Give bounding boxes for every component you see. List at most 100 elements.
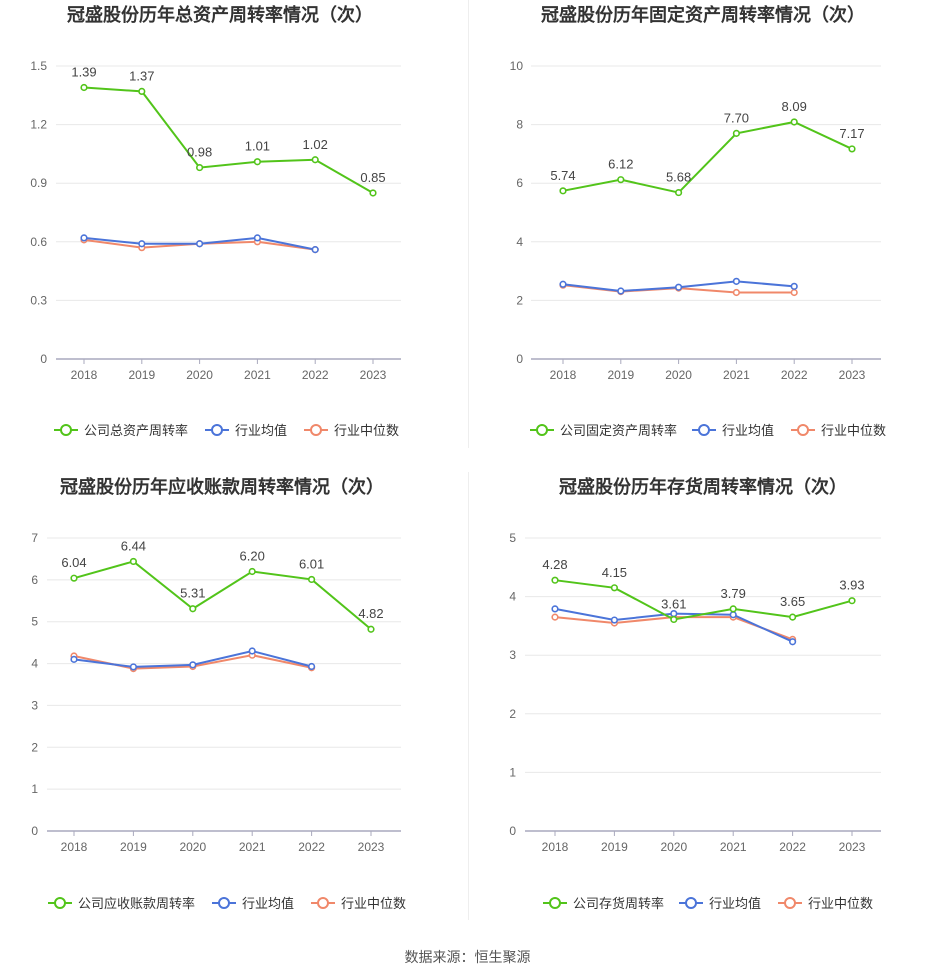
y-tick-label: 4: [31, 657, 38, 671]
x-tick-label: 2022: [781, 368, 808, 382]
y-tick-label: 0: [516, 352, 523, 366]
company-series-point: [729, 605, 737, 613]
data-source: 数据来源：恒生聚源: [404, 949, 531, 965]
company-series-line: [562, 120, 853, 194]
legend-label: 行业均值: [709, 896, 761, 911]
industry-average-series-point: [729, 611, 737, 619]
chart-total-asset-turnover: 冠盛股份历年总资产周转率情况（次） 0 0.3 0.6 0.9 1.2 1.5 2018 201…: [0, 0, 468, 455]
company-series-point: [848, 597, 856, 605]
data-label: 1.37: [129, 68, 154, 83]
x-tick-label: 2019: [120, 840, 147, 854]
legend-marker: [685, 897, 697, 909]
company-series-line: [554, 579, 853, 621]
legend-marker: [317, 897, 329, 909]
y-tick-label: 10: [510, 59, 524, 73]
data-label: 4.28: [542, 557, 567, 572]
industry-average-series-point: [308, 662, 316, 671]
industry-average-series-point: [670, 609, 678, 618]
x-tick-label: 2022: [779, 840, 806, 854]
data-label: 5.74: [550, 168, 575, 183]
chart-title: 冠盛股份历年应收账款周转率情况（次）: [60, 476, 384, 497]
data-label: 0.98: [187, 145, 212, 160]
industry-average-series-point: [129, 663, 137, 671]
industry-average-series-point: [196, 240, 204, 248]
x-tick-label: 2020: [186, 368, 213, 382]
y-tick-label: 5: [31, 615, 38, 629]
legend-marker: [797, 424, 809, 436]
company-series-point: [369, 189, 377, 197]
y-tick-label: 0: [509, 824, 516, 838]
company-series-point: [790, 118, 798, 126]
y-tick-label: 2: [509, 707, 516, 721]
industry-average-series-point: [559, 280, 567, 288]
legend-marker: [549, 897, 561, 909]
company-series-point: [196, 163, 204, 172]
chart-fixed-asset-turnover: 冠盛股份历年固定资产周转率情况（次） 0 2 4 6 8 10 2018 2019 2020 202…: [468, 0, 935, 455]
chart-svg: 冠盛股份历年存货周转率情况（次） 0 1 2 3 4 5 2018 2019 2020 2021 20…: [509, 476, 881, 911]
company-series-point: [189, 605, 197, 613]
company-series-point: [308, 575, 316, 584]
y-tick-label: 0.3: [30, 293, 47, 307]
legend-label: 行业中位数: [821, 423, 886, 438]
y-tick-label: 7: [31, 531, 38, 545]
data-label: 6.12: [608, 157, 633, 172]
y-tick-label: 0.9: [30, 176, 47, 190]
legend-label: 行业中位数: [334, 423, 399, 438]
industry-average-series-point: [675, 283, 683, 291]
data-label: 7.17: [839, 126, 864, 141]
legend-marker: [536, 424, 548, 436]
data-label: 1.39: [71, 64, 96, 79]
data-label: 5.68: [666, 170, 691, 185]
legend-label: 行业均值: [722, 423, 774, 438]
legend-label: 公司应收账款周转率: [78, 896, 195, 911]
x-tick-label: 2020: [179, 840, 206, 854]
industry-average-series-point: [617, 287, 625, 295]
x-tick-label: 2019: [607, 368, 634, 382]
legend-label: 行业均值: [235, 423, 287, 438]
data-label: 8.09: [782, 99, 807, 114]
y-tick-label: 2: [516, 293, 523, 307]
x-tick-label: 2023: [839, 840, 866, 854]
x-tick-label: 2023: [360, 368, 387, 382]
company-series-point: [617, 176, 625, 184]
industry-average-series-point: [70, 655, 78, 663]
legend-marker: [211, 424, 223, 436]
industry-average-series-point: [253, 234, 261, 242]
x-tick-label: 2021: [720, 840, 747, 854]
data-label: 3.79: [721, 586, 746, 601]
legend-label: 公司总资产周转率: [84, 423, 188, 438]
legend-label: 公司固定资产周转率: [560, 423, 677, 438]
y-tick-label: 2: [31, 740, 38, 754]
industry-average-series-point: [311, 246, 319, 254]
chart-svg: 冠盛股份历年固定资产周转率情况（次） 0 2 4 6 8 10 2018 2019 2020 202…: [510, 4, 886, 438]
y-tick-label: 4: [516, 235, 523, 249]
y-tick-label: 1.2: [30, 118, 47, 132]
chart-inventory-turnover: 冠盛股份历年存货周转率情况（次） 0 1 2 3 4 5 2018 2019 2020 2021 20…: [468, 472, 935, 932]
data-label: 1.01: [245, 139, 270, 154]
industry-average-series-point: [610, 616, 618, 624]
data-label: 3.61: [661, 596, 686, 611]
x-tick-label: 2023: [358, 840, 385, 854]
x-tick-label: 2018: [550, 368, 577, 382]
y-tick-label: 0: [40, 352, 47, 366]
legend-marker: [310, 424, 322, 436]
company-series-point: [70, 574, 78, 582]
legend-marker: [60, 424, 72, 436]
company-series-line: [83, 86, 374, 194]
chart-title: 冠盛股份历年总资产周转率情况（次）: [67, 4, 373, 25]
data-label: 6.44: [121, 538, 146, 553]
x-tick-label: 2018: [61, 840, 88, 854]
legend-label: 行业中位数: [341, 896, 406, 911]
company-series-point: [848, 145, 856, 153]
industry-median-series-point: [790, 288, 798, 297]
panel-divider: [468, 0, 469, 448]
y-tick-label: 1.5: [30, 59, 47, 73]
x-tick-label: 2019: [601, 840, 628, 854]
chart-title: 冠盛股份历年固定资产周转率情况（次）: [541, 4, 865, 25]
legend-marker: [698, 424, 710, 436]
industry-average-series-point: [189, 661, 197, 669]
x-tick-label: 2020: [660, 840, 687, 854]
legend-label: 公司存货周转率: [573, 896, 664, 911]
company-series-point: [367, 625, 375, 633]
industry-average-series-point: [790, 282, 798, 290]
